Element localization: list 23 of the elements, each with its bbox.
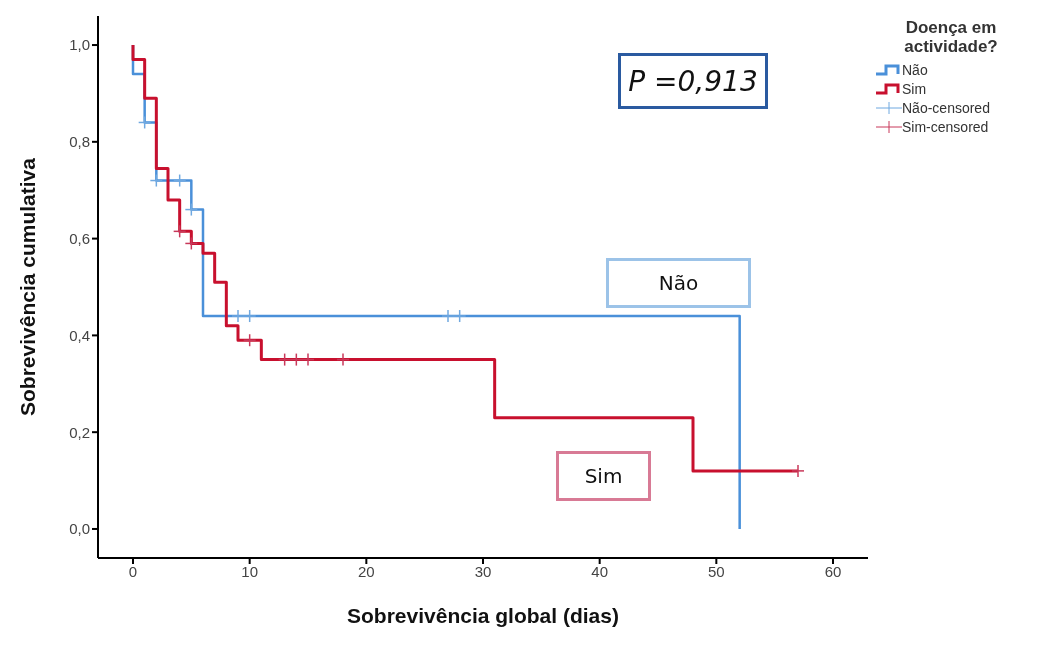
legend-title: Doença em actividade?	[903, 18, 999, 56]
x-tick-label: 60	[824, 562, 842, 580]
legend-label: Não	[902, 61, 928, 78]
y-axis-title: Sobrevivência cumulativa	[16, 157, 40, 416]
x-tick-label: 40	[591, 562, 609, 580]
x-axis-title: Sobrevivência global (dias)	[347, 604, 619, 627]
y-tick-label: 0,0	[69, 520, 90, 538]
y-tick-label: 0,4	[69, 326, 90, 344]
y-tick-label: 0,8	[69, 133, 90, 151]
y-tick-label: 1,0	[69, 36, 90, 54]
x-tick-label: 50	[707, 562, 725, 580]
text-box: Não	[606, 258, 751, 308]
x-tick-label: 10	[241, 562, 259, 580]
x-tick-label: 20	[357, 562, 375, 580]
x-tick-label: 0	[128, 562, 138, 580]
legend-label: Não-censored	[902, 99, 990, 116]
text-box: Sim	[556, 451, 651, 501]
text-box: P =0,913	[618, 53, 768, 109]
x-tick-label: 30	[474, 562, 492, 580]
legend-label: Sim	[902, 80, 927, 97]
y-tick-label: 0,2	[69, 423, 90, 441]
y-tick-label: 0,6	[69, 229, 90, 247]
legend-label: Sim-censored	[902, 118, 989, 135]
